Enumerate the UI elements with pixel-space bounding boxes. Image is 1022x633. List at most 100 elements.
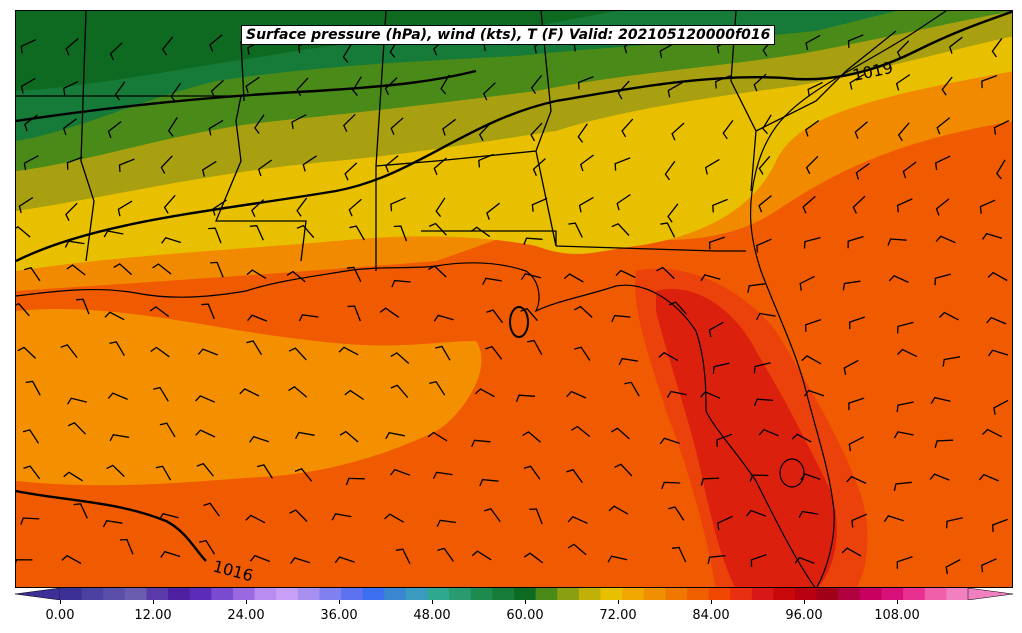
wind-barb [986, 316, 1007, 325]
wind-barb [902, 161, 917, 179]
wind-barb [750, 553, 767, 567]
wind-barb [805, 318, 822, 332]
colorbar-bin [405, 588, 429, 600]
wind-barb [150, 346, 170, 358]
wind-barb [212, 199, 227, 216]
wind-barb [574, 346, 591, 361]
wind-barb [855, 162, 870, 180]
wind-barb [390, 384, 409, 398]
wind-barb [531, 197, 548, 212]
wind-barb [978, 473, 999, 482]
colorbar-max-extend [967, 588, 1013, 600]
wind-barb [666, 390, 687, 398]
wind-barb [621, 118, 634, 138]
wind-barb [246, 269, 267, 279]
wind-barb [428, 222, 447, 236]
wind-barb [433, 314, 454, 322]
wind-barb [298, 314, 319, 322]
lake [779, 458, 805, 488]
wind-barb [102, 519, 123, 528]
colorbar-bin [557, 588, 580, 600]
wind-barb [614, 463, 633, 477]
wind-barb [896, 401, 914, 413]
wind-barb [700, 274, 721, 282]
wind-barb [615, 269, 636, 279]
wind-barb [20, 77, 36, 94]
wind-barb [934, 273, 952, 286]
wind-barb [851, 513, 867, 528]
colorbar-tick-label: 60.00 [506, 608, 544, 623]
wind-barb [798, 510, 819, 519]
wind-barb [352, 76, 362, 97]
wind-barb [807, 81, 823, 97]
wind-barb [611, 427, 630, 440]
wind-barb [523, 465, 541, 480]
colorbar-tick-label: 0.00 [45, 608, 75, 623]
wind-barb [567, 516, 588, 524]
wind-barb [852, 195, 866, 214]
wind-barb [167, 117, 178, 137]
wind-barb [201, 160, 217, 177]
wind-barb [16, 302, 30, 317]
wind-barb [338, 346, 359, 356]
wind-barb [349, 225, 365, 241]
wind-barb [896, 321, 914, 334]
wind-barb [941, 76, 953, 96]
colorbar-tick-mark [525, 600, 526, 604]
wind-barb [246, 340, 263, 356]
wind-barb [896, 198, 913, 213]
colorbar-tick-label: 72.00 [599, 608, 637, 623]
wind-barb [523, 237, 543, 245]
wind-barb [571, 425, 591, 438]
wind-barb [712, 362, 730, 374]
colorbar-tick-mark [153, 600, 154, 604]
wind-barb [482, 277, 502, 285]
wind-barb [993, 120, 1010, 135]
wind-barb [160, 155, 173, 174]
colorbar-ticks: 0.00 12.00 24.00 36.00 48.00 60.00 72.00 84.00 9… [0, 600, 1022, 630]
colorbar-bin [146, 588, 169, 600]
wind-barb [802, 195, 816, 214]
colorbar-bin [427, 588, 450, 600]
wind-barb [992, 518, 1008, 533]
wind-barb [118, 158, 135, 173]
colorbar-bin [514, 588, 537, 600]
wind-barb [390, 117, 404, 136]
wind-barb [103, 230, 124, 238]
wind-barb [981, 74, 998, 89]
wind-barb [848, 436, 864, 452]
wind-barb [62, 118, 77, 136]
wind-barb [344, 162, 358, 181]
wind-barb [805, 119, 820, 137]
wind-barb [935, 198, 950, 216]
wind-barb [934, 155, 951, 170]
wind-barb [437, 547, 454, 562]
wind-barb [342, 43, 353, 63]
wind-barb [848, 397, 865, 411]
wind-barb [486, 309, 504, 324]
wind-barb [842, 280, 861, 291]
wind-barb [390, 352, 410, 364]
map-title: Surface pressure (hPa), wind (kts), T (F… [241, 25, 776, 45]
wind-barb [155, 465, 172, 481]
colorbar-tick-mark [339, 600, 340, 604]
wind-barb [107, 121, 122, 139]
wind-barb [17, 346, 37, 359]
wind-barb [659, 437, 680, 445]
wind-barb [617, 80, 630, 100]
wind-barb [385, 431, 406, 440]
wind-barb [109, 433, 130, 442]
colorbar-bin [168, 588, 191, 600]
wind-barb [16, 559, 33, 564]
wind-barb [936, 117, 951, 135]
wind-barb [434, 345, 451, 361]
wind-barb [296, 197, 308, 217]
colorbar-bin [622, 588, 645, 600]
wind-barb [896, 40, 910, 59]
colorbar-bin [600, 588, 623, 600]
wind-barb [993, 399, 1009, 415]
wind-barb [803, 236, 821, 249]
wind-barb [288, 347, 307, 361]
wind-barb [849, 73, 865, 90]
wind-barb [163, 194, 176, 214]
